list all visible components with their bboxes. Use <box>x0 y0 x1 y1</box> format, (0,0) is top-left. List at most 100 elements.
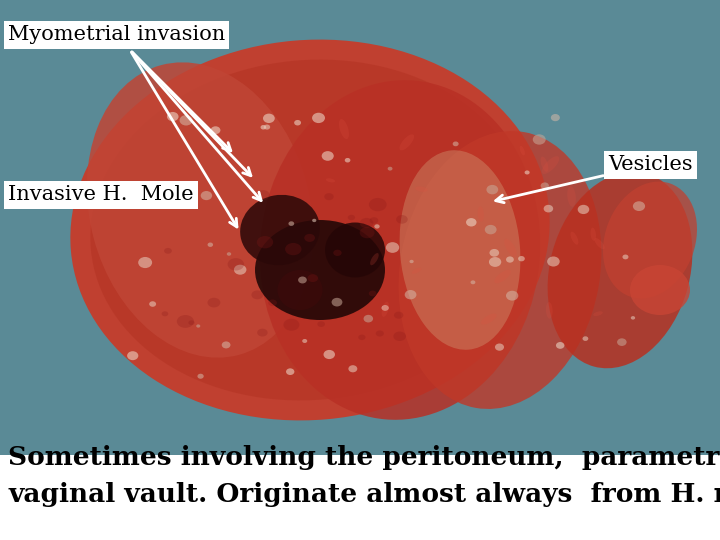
Ellipse shape <box>240 195 320 265</box>
Ellipse shape <box>294 120 301 125</box>
Ellipse shape <box>382 305 389 311</box>
Text: vaginal vault. Originate almost always  from H. mole: vaginal vault. Originate almost always f… <box>8 482 720 507</box>
Ellipse shape <box>485 225 497 234</box>
Ellipse shape <box>322 151 334 161</box>
Ellipse shape <box>533 134 546 145</box>
Ellipse shape <box>541 156 559 174</box>
Ellipse shape <box>394 312 403 319</box>
Ellipse shape <box>494 270 510 284</box>
Ellipse shape <box>339 119 349 139</box>
Ellipse shape <box>453 141 459 146</box>
Ellipse shape <box>489 257 501 267</box>
Text: Myometrial invasion: Myometrial invasion <box>8 25 225 44</box>
Ellipse shape <box>582 336 588 341</box>
Ellipse shape <box>364 315 373 322</box>
Ellipse shape <box>567 186 576 207</box>
Ellipse shape <box>412 268 421 274</box>
Text: Vesicles: Vesicles <box>608 156 693 174</box>
Ellipse shape <box>264 125 270 130</box>
Bar <box>0 0 720 455</box>
Ellipse shape <box>481 314 497 325</box>
Ellipse shape <box>603 181 697 299</box>
Ellipse shape <box>369 217 378 224</box>
Ellipse shape <box>263 113 275 123</box>
Ellipse shape <box>376 330 384 336</box>
Ellipse shape <box>551 114 560 121</box>
Ellipse shape <box>207 298 220 307</box>
Ellipse shape <box>633 201 645 211</box>
Ellipse shape <box>207 242 213 247</box>
Ellipse shape <box>631 316 635 320</box>
Ellipse shape <box>623 254 629 259</box>
Ellipse shape <box>506 256 514 262</box>
Ellipse shape <box>323 350 335 359</box>
Ellipse shape <box>305 234 315 242</box>
Ellipse shape <box>138 257 152 268</box>
Ellipse shape <box>387 167 392 171</box>
Ellipse shape <box>400 134 414 151</box>
Ellipse shape <box>630 265 690 315</box>
Ellipse shape <box>177 196 184 201</box>
Ellipse shape <box>90 59 530 401</box>
Ellipse shape <box>405 290 416 299</box>
Ellipse shape <box>546 302 553 319</box>
Ellipse shape <box>285 243 302 255</box>
Ellipse shape <box>255 220 385 320</box>
Ellipse shape <box>487 185 498 194</box>
Ellipse shape <box>71 39 549 421</box>
Ellipse shape <box>382 302 389 317</box>
Ellipse shape <box>360 227 374 238</box>
Ellipse shape <box>161 199 168 204</box>
Ellipse shape <box>251 291 264 299</box>
Ellipse shape <box>525 171 530 174</box>
Ellipse shape <box>302 339 307 343</box>
Ellipse shape <box>261 125 266 130</box>
Ellipse shape <box>277 270 323 310</box>
Ellipse shape <box>325 222 385 278</box>
Ellipse shape <box>617 339 626 346</box>
Ellipse shape <box>490 249 499 256</box>
Ellipse shape <box>167 112 179 121</box>
Ellipse shape <box>520 146 525 156</box>
Ellipse shape <box>179 115 193 125</box>
Ellipse shape <box>369 198 387 211</box>
Ellipse shape <box>348 365 357 373</box>
Ellipse shape <box>374 224 379 228</box>
Ellipse shape <box>256 190 270 200</box>
Ellipse shape <box>544 205 553 212</box>
Ellipse shape <box>260 80 540 420</box>
Ellipse shape <box>360 218 374 228</box>
Ellipse shape <box>228 258 244 271</box>
Text: Sometimes involving the peritoneum,  parametrium, or: Sometimes involving the peritoneum, para… <box>8 445 720 470</box>
Ellipse shape <box>348 215 355 220</box>
Ellipse shape <box>504 239 517 257</box>
Ellipse shape <box>345 158 351 163</box>
Ellipse shape <box>369 291 377 296</box>
Ellipse shape <box>189 320 194 325</box>
Ellipse shape <box>211 126 220 134</box>
Ellipse shape <box>127 351 138 360</box>
Ellipse shape <box>399 131 601 409</box>
Ellipse shape <box>312 219 316 222</box>
Ellipse shape <box>268 300 277 306</box>
Ellipse shape <box>257 329 268 336</box>
Ellipse shape <box>506 291 518 301</box>
Ellipse shape <box>359 335 366 340</box>
Text: Invasive H.  Mole: Invasive H. Mole <box>8 186 194 205</box>
Ellipse shape <box>227 252 231 256</box>
Ellipse shape <box>577 205 589 214</box>
Ellipse shape <box>201 191 212 200</box>
Ellipse shape <box>164 248 172 254</box>
Ellipse shape <box>197 374 204 379</box>
Ellipse shape <box>593 312 603 316</box>
Ellipse shape <box>466 218 477 226</box>
Ellipse shape <box>326 178 335 183</box>
Ellipse shape <box>324 193 333 200</box>
Ellipse shape <box>556 342 564 349</box>
Ellipse shape <box>318 321 325 327</box>
Ellipse shape <box>149 301 156 307</box>
Ellipse shape <box>234 265 246 275</box>
Ellipse shape <box>415 186 428 192</box>
Ellipse shape <box>289 221 294 226</box>
Ellipse shape <box>312 113 325 123</box>
